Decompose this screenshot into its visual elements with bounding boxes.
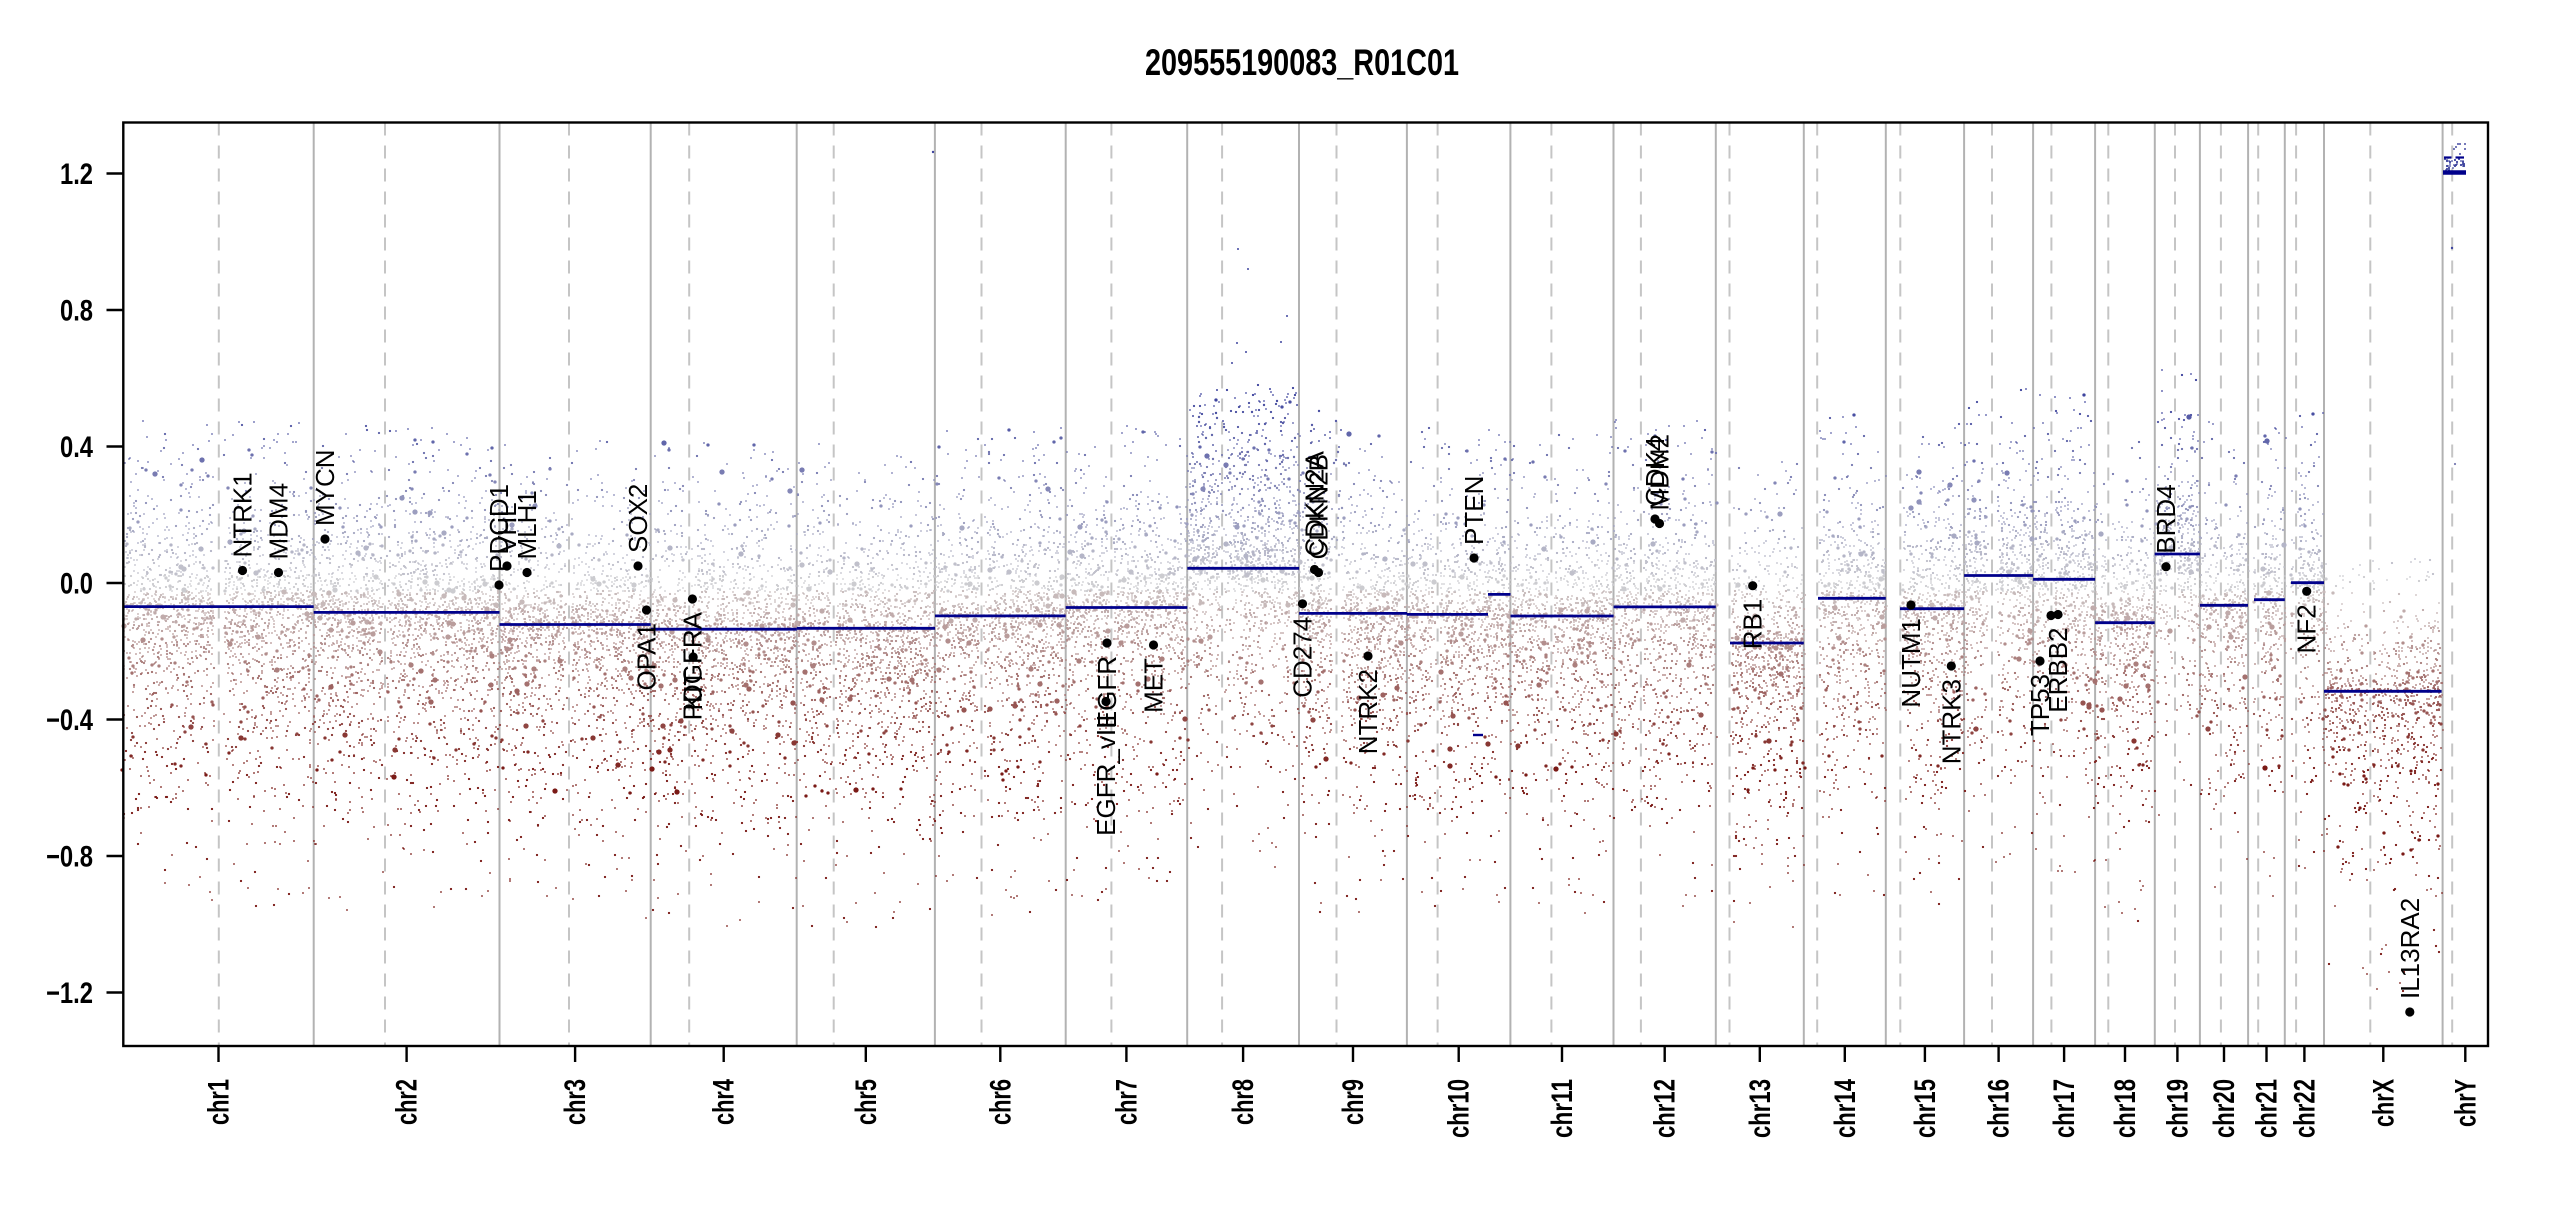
svg-text:chr21: chr21 bbox=[2251, 1079, 2284, 1138]
svg-text:IL13RA2: IL13RA2 bbox=[2395, 898, 2425, 999]
svg-text:VHL: VHL bbox=[492, 502, 522, 553]
svg-text:MDM2: MDM2 bbox=[1645, 434, 1675, 511]
svg-text:chr10: chr10 bbox=[1443, 1079, 1476, 1138]
svg-text:chr16: chr16 bbox=[1983, 1079, 2016, 1138]
svg-text:BRD4: BRD4 bbox=[2151, 484, 2181, 553]
svg-text:chr19: chr19 bbox=[2161, 1079, 2194, 1138]
svg-text:NF2: NF2 bbox=[2292, 604, 2322, 653]
svg-text:chr9: chr9 bbox=[1337, 1079, 1370, 1125]
svg-text:0.0: 0.0 bbox=[60, 568, 93, 601]
svg-text:MET: MET bbox=[1139, 658, 1169, 713]
svg-text:chrY: chrY bbox=[2449, 1079, 2482, 1127]
svg-text:CDKN2A: CDKN2A bbox=[1300, 450, 1330, 556]
svg-text:chr8: chr8 bbox=[1227, 1079, 1260, 1125]
svg-text:chr17: chr17 bbox=[2048, 1079, 2081, 1138]
svg-text:ERBB2: ERBB2 bbox=[2043, 628, 2073, 713]
svg-text:−0.8: −0.8 bbox=[46, 841, 93, 874]
svg-text:−1.2: −1.2 bbox=[46, 977, 93, 1010]
svg-text:PDCD1: PDCD1 bbox=[484, 484, 514, 572]
svg-text:chr11: chr11 bbox=[1546, 1079, 1579, 1138]
svg-text:TP53: TP53 bbox=[2025, 674, 2055, 736]
svg-text:SOX2: SOX2 bbox=[623, 484, 653, 553]
svg-text:OPA1: OPA1 bbox=[632, 623, 662, 690]
svg-text:0.4: 0.4 bbox=[60, 431, 93, 464]
svg-text:NTRK3: NTRK3 bbox=[1936, 679, 1966, 764]
svg-text:chr18: chr18 bbox=[2109, 1079, 2142, 1138]
svg-text:209555190083_R01C01: 209555190083_R01C01 bbox=[1145, 42, 1459, 83]
svg-text:chr14: chr14 bbox=[1829, 1079, 1862, 1138]
svg-text:chr13: chr13 bbox=[1744, 1079, 1777, 1138]
svg-text:RB1: RB1 bbox=[1738, 599, 1768, 650]
svg-text:MDM4: MDM4 bbox=[264, 483, 294, 560]
svg-text:CDK4: CDK4 bbox=[1640, 437, 1670, 506]
svg-text:chr7: chr7 bbox=[1110, 1079, 1143, 1125]
svg-text:chr4: chr4 bbox=[708, 1079, 741, 1125]
svg-text:chrX: chrX bbox=[2367, 1079, 2400, 1127]
svg-text:chr3: chr3 bbox=[559, 1079, 592, 1125]
svg-text:NUTM1: NUTM1 bbox=[1896, 618, 1926, 708]
svg-text:CD274: CD274 bbox=[1288, 617, 1318, 698]
svg-text:chr22: chr22 bbox=[2288, 1079, 2321, 1138]
svg-text:chr20: chr20 bbox=[2208, 1079, 2241, 1138]
svg-text:EGFR: EGFR bbox=[1092, 656, 1122, 728]
svg-text:MLH1: MLH1 bbox=[512, 490, 542, 559]
svg-text:CDKN2B: CDKN2B bbox=[1304, 454, 1334, 559]
svg-text:KIT: KIT bbox=[678, 670, 708, 711]
svg-text:chr6: chr6 bbox=[984, 1079, 1017, 1125]
svg-text:PTEN: PTEN bbox=[1459, 476, 1489, 545]
svg-text:chr5: chr5 bbox=[850, 1079, 883, 1125]
svg-text:NTRK2: NTRK2 bbox=[1353, 669, 1383, 754]
svg-text:−0.4: −0.4 bbox=[46, 704, 93, 737]
svg-text:chr12: chr12 bbox=[1649, 1079, 1682, 1138]
svg-text:MYCN: MYCN bbox=[310, 449, 340, 526]
svg-text:EGFR_vIII: EGFR_vIII bbox=[1091, 715, 1121, 836]
svg-text:1.2: 1.2 bbox=[60, 158, 93, 191]
svg-text:NTRK1: NTRK1 bbox=[228, 472, 258, 557]
svg-text:PDGFRA: PDGFRA bbox=[677, 611, 707, 720]
svg-text:chr15: chr15 bbox=[1909, 1079, 1942, 1138]
svg-text:chr1: chr1 bbox=[203, 1079, 236, 1125]
svg-text:0.8: 0.8 bbox=[60, 295, 93, 328]
svg-text:chr2: chr2 bbox=[391, 1079, 424, 1125]
